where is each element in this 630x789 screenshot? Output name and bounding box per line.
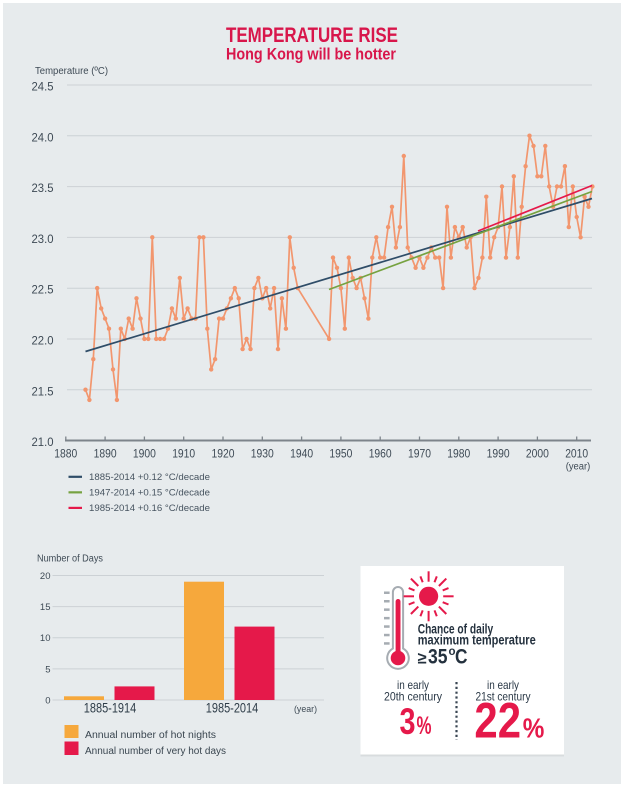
svg-text:35: 35 [428,645,448,668]
svg-text:1885-1914: 1885-1914 [84,700,137,716]
svg-text:1990: 1990 [487,449,510,461]
svg-text:1900: 1900 [133,449,156,461]
svg-text:≥: ≥ [418,649,427,667]
svg-text:22.0: 22.0 [32,336,54,348]
svg-text:23.0: 23.0 [32,234,54,246]
svg-text:%: % [523,713,545,744]
svg-text:(year): (year) [566,462,591,473]
svg-text:Chance of daily: Chance of daily [418,621,494,636]
svg-text:in early: in early [487,678,519,692]
svg-text:C: C [455,645,468,668]
svg-text:TEMPERATURE RISE: TEMPERATURE RISE [226,24,398,47]
svg-text:o: o [449,646,456,658]
svg-text:1880: 1880 [54,449,77,461]
svg-text:Annual number of very hot days: Annual number of very hot days [85,746,226,757]
svg-text:21.5: 21.5 [32,386,54,398]
svg-text:2010: 2010 [565,449,588,461]
svg-text:1980: 1980 [447,449,470,461]
svg-text:in early: in early [397,678,429,692]
svg-text:1985-2014 +0.16 °C/decade: 1985-2014 +0.16 °C/decade [89,503,210,513]
svg-text:24.5: 24.5 [32,82,54,94]
svg-text:%: % [417,712,432,740]
svg-text:1930: 1930 [251,449,274,461]
svg-text:1885-2014 +0.12 °C/decade: 1885-2014 +0.12 °C/decade [89,472,210,482]
svg-text:10: 10 [40,633,51,644]
svg-text:21st century: 21st century [476,690,531,704]
svg-text:1970: 1970 [408,449,431,461]
svg-text:Number of Days: Number of Days [37,554,103,565]
svg-text:1910: 1910 [172,449,195,461]
svg-text:5: 5 [45,664,50,675]
svg-text:maximum temperature: maximum temperature [418,633,536,648]
svg-text:0: 0 [45,695,50,706]
svg-text:2000: 2000 [526,449,549,461]
svg-text:22: 22 [474,693,521,749]
svg-text:1890: 1890 [94,449,117,461]
svg-text:20th century: 20th century [384,690,442,704]
svg-text:1960: 1960 [369,449,392,461]
svg-text:(year): (year) [294,704,317,715]
svg-text:24.0: 24.0 [32,132,54,144]
svg-text:23.5: 23.5 [32,183,54,195]
svg-text:21.0: 21.0 [32,437,54,449]
svg-text:20: 20 [40,571,51,582]
svg-text:1920: 1920 [212,449,235,461]
svg-text:1985-2014: 1985-2014 [206,700,259,716]
svg-text:1950: 1950 [329,449,352,461]
svg-text:1940: 1940 [290,449,313,461]
svg-text:22.5: 22.5 [32,285,54,297]
svg-text:15: 15 [40,602,51,613]
svg-text:Temperature (ºC): Temperature (ºC) [35,66,108,77]
svg-text:Annual number of hot nights: Annual number of hot nights [85,730,216,741]
svg-text:Hong Kong will be hotter: Hong Kong will be hotter [226,45,396,64]
svg-text:1947-2014 +0.15 °C/decade: 1947-2014 +0.15 °C/decade [89,488,210,498]
svg-text:3: 3 [400,701,416,742]
